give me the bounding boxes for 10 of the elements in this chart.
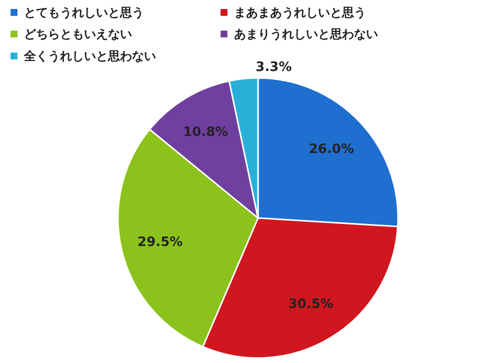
legend-label: どちらともいえない — [24, 27, 132, 41]
data-label: 29.5% — [138, 234, 183, 250]
data-label: 26.0% — [308, 142, 354, 157]
legend-label: あまりうれしいと思わない — [234, 27, 378, 41]
legend-label: 全くうれしいと思わない — [23, 49, 156, 63]
data-label: 30.5% — [288, 296, 334, 312]
data-label: 10.8% — [183, 124, 228, 140]
legend-label: まあまあうれしいと思う — [234, 5, 366, 20]
legend-label: とてもうれしいと思う — [24, 5, 144, 20]
data-label: 3.3% — [256, 60, 292, 75]
